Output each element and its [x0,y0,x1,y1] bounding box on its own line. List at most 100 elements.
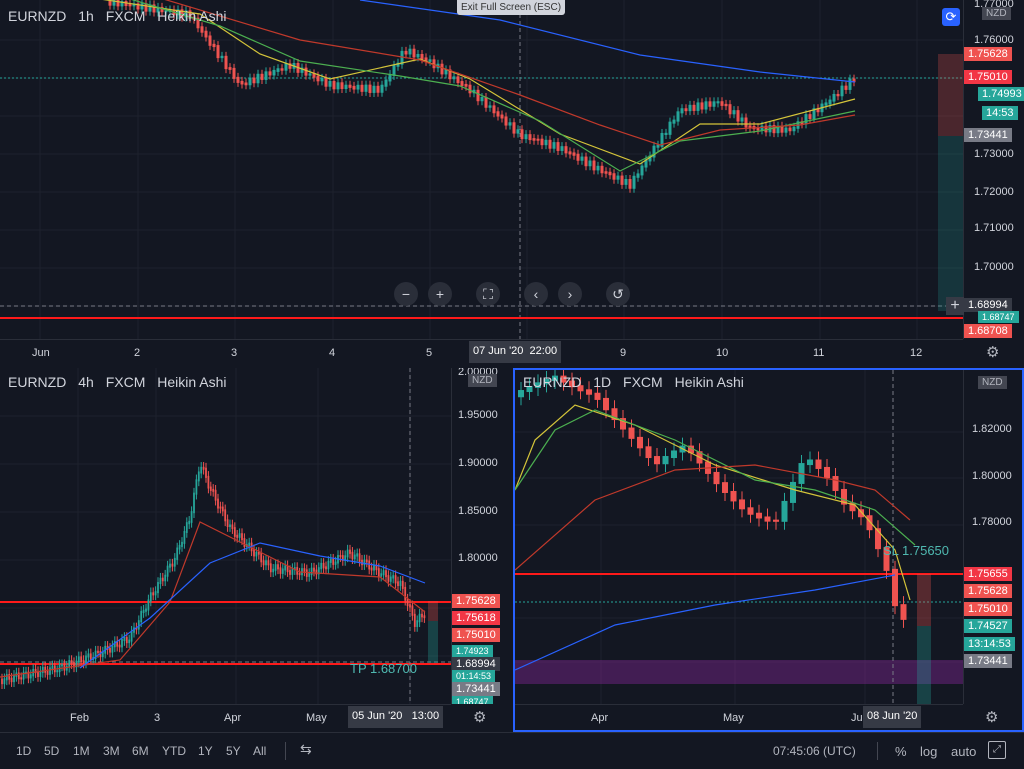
auto-toggle[interactable]: auto [951,744,977,759]
percent-toggle[interactable]: % [895,744,907,759]
log-toggle[interactable]: log [920,744,938,759]
price-tick: 1.78000 [972,516,1012,528]
top-chart-canvas[interactable] [0,0,1024,366]
candle-body [332,81,336,90]
candle-body [142,609,145,614]
candle-body [365,559,368,563]
candle-body [524,134,528,140]
candle-body [268,71,272,76]
add-level-button[interactable]: + [946,297,964,315]
candle-body [812,108,816,119]
price-tag-red: 1.75010 [964,70,1012,84]
candle-body [132,3,136,7]
candle-body [328,81,332,87]
candle-body [720,101,724,106]
candle-body [173,557,176,567]
top-price-axis[interactable]: NZD 1.77000 1.76000 1.75628 1.75010 1.74… [963,0,1024,339]
candle-body [875,528,881,550]
time-tick: May [306,712,327,724]
candle-body [464,83,468,87]
range-1y[interactable]: 1Y [198,744,213,758]
candle-body [588,160,592,167]
left-time-axis[interactable]: Feb 3 Apr May 05 Jun '20 13:00 [0,704,451,732]
left-chart-pane[interactable]: EURNZD 4h FXCM Heikin Ashi TP 1.68700 2.… [0,368,512,732]
left-chart-canvas[interactable] [0,368,512,732]
candle-body [724,103,728,107]
fit-icon[interactable]: ⛶ [476,282,500,306]
right-time-axis[interactable]: Apr May Ju 08 Jun '20 [515,704,963,730]
range-3m[interactable]: 3M [103,744,120,758]
candle-body [224,509,227,522]
candle-body [883,547,890,571]
chart-style: Heikin Ashi [157,8,227,24]
candle-body [253,549,255,557]
candle-body [212,488,215,492]
candle-body [728,104,732,115]
candle-body [257,551,260,555]
candle-body [118,644,121,648]
settings-gear-icon[interactable]: ⚙ [986,344,1000,361]
candle-body [5,674,8,681]
time-tick: May [723,712,744,724]
candle-body [516,129,520,134]
range-ytd[interactable]: YTD [162,744,186,758]
candle-body [137,620,140,630]
candle-body [628,179,632,189]
candle-body [200,26,204,33]
date-range-icon[interactable]: ⇆ [300,741,312,757]
settings-gear-icon[interactable]: ⚙ [473,709,487,726]
crosshair-date: 07 Jun '20 [473,345,524,357]
range-1m[interactable]: 1M [73,744,90,758]
time-tick: 5 [426,347,433,359]
zoom-out-button[interactable]: − [394,282,418,306]
range-6m[interactable]: 6M [132,744,149,758]
candle-body [776,125,780,134]
range-5d[interactable]: 5D [44,744,60,758]
scroll-left-button[interactable]: ‹ [524,282,548,306]
zoom-in-button[interactable]: + [428,282,452,306]
settings-gear-icon[interactable]: ⚙ [985,709,999,726]
right-chart-canvas[interactable] [515,370,1022,730]
price-tick: 1.85000 [458,505,498,517]
candle-body [280,68,284,71]
clock-time[interactable]: 07:45:06 (UTC) [773,744,856,758]
candle-body [29,674,32,679]
right-chart-pane[interactable]: EURNZD 1D FXCM Heikin Ashi SL 1.75650 NZ… [513,368,1024,732]
candle-body [116,641,119,647]
reset-icon[interactable]: ↺ [606,282,630,306]
candle-body [500,114,504,119]
candle-body [636,173,640,178]
candle-body [216,45,220,59]
candle-body [236,534,239,538]
candle-body [692,104,696,111]
right-price-axis[interactable]: NZD 1.82000 1.80000 1.78000 1.75655 1.75… [963,370,1022,704]
scroll-right-button[interactable]: › [558,282,582,306]
left-price-axis[interactable]: 2.00000 NZD 1.95000 1.90000 1.85000 1.80… [451,368,512,704]
candle-body [444,69,448,75]
time-tick: 3 [231,347,238,359]
range-all[interactable]: All [253,744,267,758]
candle-body [89,653,92,660]
candle-body [85,655,87,664]
range-1d[interactable]: 1D [16,744,32,758]
candle-body [241,533,243,541]
broker: FXCM [105,8,146,24]
candle-body [252,77,256,84]
candle-body [256,73,260,84]
candle-body [269,563,272,573]
price-tag-red: 1.75618 [452,611,500,625]
candle-body [404,586,407,601]
candle-body [145,608,147,612]
range-5y[interactable]: 5Y [226,744,241,758]
price-tick: 1.76000 [974,34,1014,46]
candle-body [836,93,840,97]
candle-body [39,670,42,677]
candle-body [80,656,83,663]
top-time-axis[interactable]: Jun 2 3 4 5 9 10 11 12 07 Jun '20 22:00 [0,339,963,366]
candle-body [420,53,424,60]
exit-fullscreen-tooltip[interactable]: Exit Full Screen (ESC) [457,0,566,15]
sync-icon[interactable]: ⟳ [942,8,960,26]
fullscreen-icon[interactable]: ⤢ [988,741,1006,759]
top-chart-pane[interactable]: EURNZD 1h FXCM Heikin Ashi Exit Full Scr… [0,0,1024,366]
target-zone [428,621,438,663]
